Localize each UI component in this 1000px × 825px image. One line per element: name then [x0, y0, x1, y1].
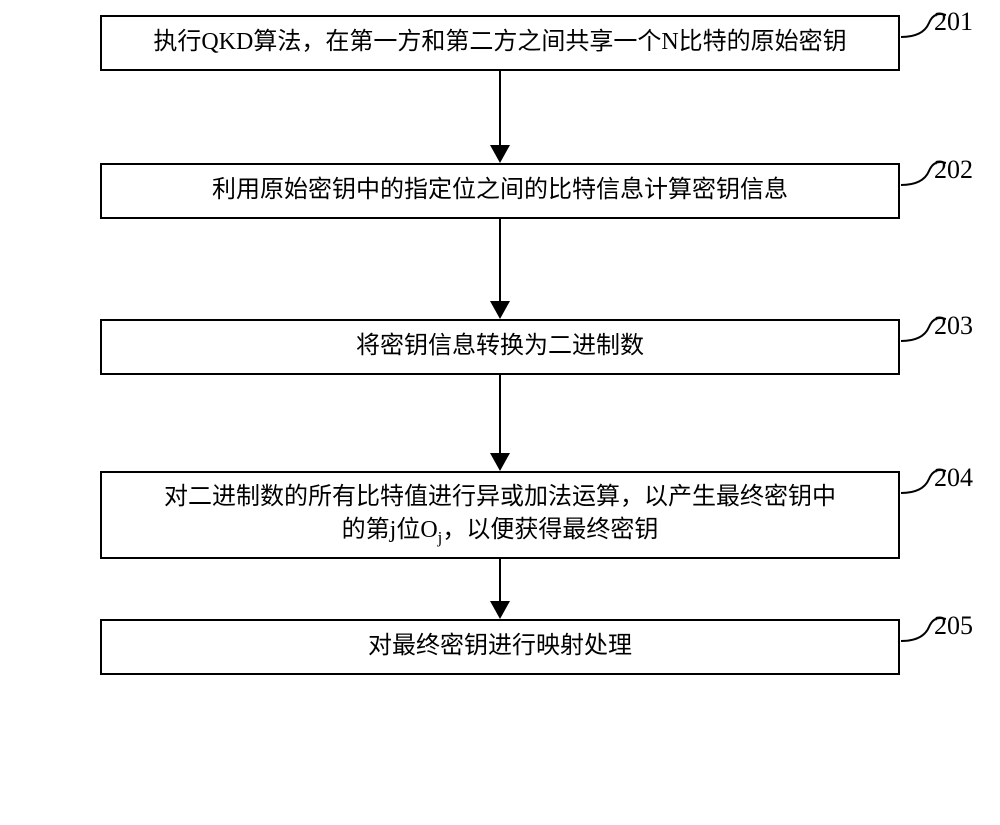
step-box-205: 205 对最终密钥进行映射处理	[100, 619, 900, 675]
step-text: 将密钥信息转换为二进制数	[356, 330, 644, 364]
step-text: 执行QKD算法，在第一方和第二方之间共享一个N比特的原始密钥	[153, 26, 846, 60]
arrow-down-icon	[480, 219, 520, 319]
step-text-line1: 对二进制数的所有比特值进行异或加法运算，以产生最终密钥中	[164, 484, 836, 510]
step-text: 利用原始密钥中的指定位之间的比特信息计算密钥信息	[212, 174, 788, 208]
arrow-down-icon	[480, 559, 520, 619]
step-box-202: 202 利用原始密钥中的指定位之间的比特信息计算密钥信息	[100, 163, 900, 219]
arrow-connector	[60, 559, 940, 619]
step-text-line2-pre: 的第j位O	[342, 517, 438, 543]
arrow-connector	[60, 219, 940, 319]
arrow-connector	[60, 71, 940, 163]
step-box-204: 204 对二进制数的所有比特值进行异或加法运算，以产生最终密钥中 的第j位Oj，…	[100, 471, 900, 559]
step-label: 202	[934, 155, 973, 185]
step-label: 203	[934, 311, 973, 341]
step-box-203: 203 将密钥信息转换为二进制数	[100, 319, 900, 375]
step-box-201: 201 执行QKD算法，在第一方和第二方之间共享一个N比特的原始密钥	[100, 15, 900, 71]
step-text: 对二进制数的所有比特值进行异或加法运算，以产生最终密钥中 的第j位Oj，以便获得…	[164, 481, 836, 550]
step-label: 201	[934, 7, 973, 37]
arrow-down-icon	[480, 375, 520, 471]
step-label: 205	[934, 611, 973, 641]
step-label: 204	[934, 463, 973, 493]
arrow-down-icon	[480, 71, 520, 163]
step-text-line2-post: ，以便获得最终密钥	[442, 517, 658, 543]
step-text: 对最终密钥进行映射处理	[368, 630, 632, 664]
flowchart-container: 201 执行QKD算法，在第一方和第二方之间共享一个N比特的原始密钥 202 利…	[60, 15, 940, 675]
arrow-connector	[60, 375, 940, 471]
